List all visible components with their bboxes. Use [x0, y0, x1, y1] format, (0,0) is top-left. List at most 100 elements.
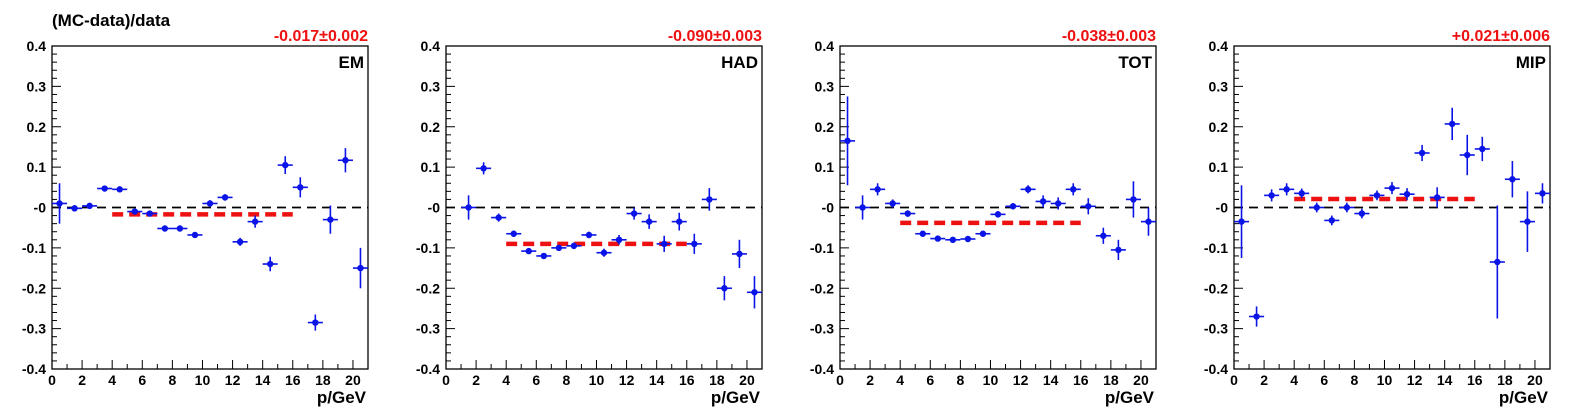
data-point: [721, 285, 728, 292]
y-tick-label: -0: [428, 200, 441, 216]
data-point: [251, 218, 259, 225]
data-point: [1539, 190, 1546, 197]
data-point: [1024, 186, 1032, 193]
data-point: [736, 250, 743, 258]
data-point: [1039, 198, 1047, 205]
x-tick-label: 20: [345, 372, 361, 388]
x-tick-label: 16: [1073, 372, 1089, 388]
data-point: [1115, 246, 1122, 254]
x-tick-label: 16: [285, 372, 301, 388]
y-tick-label: 0.3: [421, 78, 441, 94]
data-point: [751, 289, 758, 296]
data-point: [1085, 203, 1092, 210]
x-axis-label: p/GeV: [711, 388, 761, 407]
y-tick-label: -0.2: [810, 280, 834, 296]
data-point: [600, 249, 608, 256]
data-point: [1464, 151, 1471, 159]
x-tick-label: 2: [1260, 372, 1268, 388]
fit-result: -0.038±0.003: [1062, 28, 1156, 45]
data-point: [630, 210, 638, 217]
x-tick-label: 14: [1437, 372, 1453, 388]
data-point: [71, 205, 78, 212]
data-point: [585, 231, 593, 239]
x-tick-label: 8: [168, 372, 176, 388]
x-tick-label: 18: [1103, 372, 1119, 388]
y-tick-label: 0.4: [1209, 38, 1229, 54]
data-point: [1494, 258, 1501, 266]
y-tick-label: -0.4: [810, 361, 834, 377]
data-point: [266, 260, 274, 268]
data-point: [1403, 190, 1411, 198]
x-tick-label: 6: [1320, 372, 1328, 388]
data-point: [357, 264, 364, 272]
y-tick-label: -0: [1216, 200, 1229, 216]
y-tick-label: -0.2: [1204, 280, 1228, 296]
data-point: [131, 208, 138, 215]
data-point: [480, 165, 487, 172]
data-point: [949, 236, 957, 243]
x-axis-label: p/GeV: [1499, 388, 1549, 407]
y-tick-label: 0.2: [27, 119, 47, 135]
data-point: [1358, 210, 1366, 217]
y-tick-label: -0.4: [22, 361, 46, 377]
data-point: [570, 242, 578, 250]
y-tick-label: -0.3: [810, 321, 834, 337]
data-point: [510, 230, 517, 237]
data-point: [934, 235, 942, 242]
panel-had: 0 2 4 6 8 10 12 14 16 18 20 0.4 0.3 0.2 0.1 -0 -0.1 -0.2 -…: [416, 28, 763, 407]
x-tick-label: 8: [1350, 372, 1358, 388]
data-point: [706, 196, 713, 203]
data-point: [1253, 313, 1260, 320]
x-tick-label: 4: [502, 372, 510, 388]
fit-result: +0.021±0.006: [1452, 28, 1550, 45]
x-tick-label: 6: [532, 372, 540, 388]
data-point: [994, 211, 1002, 218]
data-point: [1100, 232, 1107, 239]
data-point: [191, 231, 199, 239]
y-tick-label: -0.2: [416, 280, 440, 296]
panel-tot: 0 2 4 6 8 10 12 14 16 18 20 0.4 0.3 0.2 0.1 -0 -0.1 -0.2 -…: [810, 28, 1157, 407]
y-tick-label: -0.3: [22, 321, 46, 337]
y-tick-label: -0.1: [22, 240, 46, 256]
x-tick-label: 18: [315, 372, 331, 388]
data-point: [312, 319, 319, 326]
data-point: [555, 244, 563, 252]
data-point: [1145, 218, 1152, 225]
data-point: [342, 157, 349, 164]
y-tick-label: 0.3: [27, 78, 47, 94]
x-tick-label: 18: [709, 372, 725, 388]
x-tick-label: 0: [836, 372, 844, 388]
fit-result: -0.017±0.002: [274, 28, 368, 45]
data-point: [161, 225, 169, 232]
data-point: [1054, 200, 1062, 207]
data-point: [176, 225, 184, 232]
y-tick-label: -0.1: [416, 240, 440, 256]
data-point: [282, 161, 289, 169]
data-point: [874, 186, 881, 193]
y-tick-label: -0: [822, 200, 835, 216]
x-tick-label: 20: [1527, 372, 1543, 388]
y-tick-label: 0.1: [815, 159, 835, 175]
y-tick-label: -0.1: [1204, 240, 1228, 256]
y-tick-label: -0.2: [22, 280, 46, 296]
x-tick-label: 14: [649, 372, 665, 388]
x-tick-label: 10: [1377, 372, 1393, 388]
y-tick-label: 0.1: [1209, 159, 1229, 175]
y-tick-label: -0.1: [810, 240, 834, 256]
panel-label: TOT: [1118, 53, 1152, 72]
fit-result: -0.090±0.003: [668, 28, 762, 45]
data-point: [1509, 176, 1516, 183]
x-tick-label: 16: [1467, 372, 1483, 388]
x-tick-label: 0: [48, 372, 56, 388]
data-point: [691, 240, 698, 248]
data-point: [1373, 192, 1381, 199]
data-point: [86, 202, 93, 210]
data-point: [1130, 196, 1137, 203]
x-tick-label: 0: [1230, 372, 1238, 388]
panel-mip: 0 2 4 6 8 10 12 14 16 18 20 0.4 0.3 0.2 0.1 -0 -0.1 -0.2 -…: [1204, 28, 1551, 407]
y-tick-label: -0.3: [416, 321, 440, 337]
y-tick-label: 0.2: [815, 119, 835, 135]
y-tick-label: 0.3: [1209, 78, 1229, 94]
x-tick-label: 2: [472, 372, 480, 388]
